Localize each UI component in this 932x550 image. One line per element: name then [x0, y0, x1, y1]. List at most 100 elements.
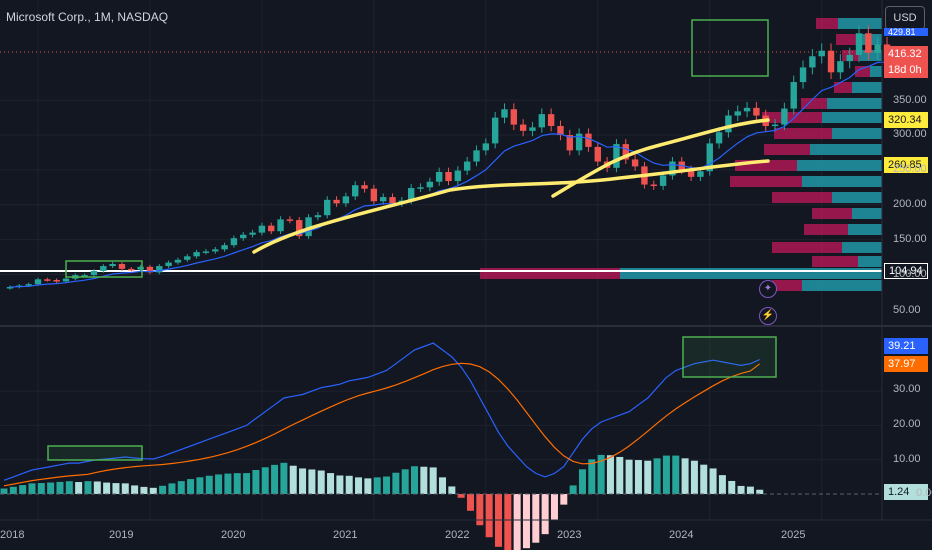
time-tick: 2018	[0, 529, 25, 541]
candle	[6, 286, 14, 289]
histogram-bar	[131, 485, 139, 494]
volume-profile	[480, 18, 882, 291]
time-tick: 2022	[445, 529, 470, 541]
candle	[631, 159, 639, 167]
histogram-bar	[476, 494, 484, 526]
histogram-bar	[327, 473, 335, 494]
histogram-bar	[149, 487, 157, 494]
histogram-bar	[336, 475, 344, 494]
volume-profile-bar	[480, 268, 620, 279]
histogram-bar	[439, 477, 447, 494]
volume-profile-bar	[620, 268, 882, 279]
candle	[146, 266, 154, 273]
histogram-bar	[233, 473, 241, 494]
candles	[6, 25, 900, 290]
candle	[622, 144, 629, 160]
candle	[268, 225, 275, 232]
volume-profile-bar	[797, 160, 882, 171]
histogram-bar	[215, 474, 223, 494]
candle	[249, 232, 256, 235]
volume-profile-bar	[848, 224, 882, 235]
volume-profile-bar	[764, 144, 810, 155]
candle	[613, 144, 620, 168]
grid	[0, 0, 882, 520]
hand-drawn-ma-lower	[252, 159, 770, 254]
candle	[454, 170, 462, 182]
volume-profile-bar	[772, 242, 842, 253]
candle	[165, 262, 172, 267]
candle	[790, 82, 797, 109]
macd-tick: 10.00	[893, 453, 921, 465]
lightning-icon[interactable]: ⚡	[759, 307, 777, 325]
volume-profile-bar	[855, 66, 870, 77]
histogram-bar	[504, 494, 512, 550]
volume-profile-bar	[802, 176, 882, 187]
candle	[44, 279, 51, 281]
candle	[417, 187, 424, 189]
candle	[426, 181, 434, 188]
volume-profile-bar	[827, 98, 882, 109]
candle	[809, 56, 816, 68]
histogram-bar	[0, 488, 8, 494]
histogram-bar	[625, 459, 633, 494]
candle	[53, 280, 60, 282]
candle	[352, 185, 359, 197]
annotation-box-macd-2024	[682, 336, 777, 378]
histogram-bar	[345, 475, 353, 494]
candle	[324, 199, 331, 216]
histogram-bar	[19, 485, 27, 494]
candle	[501, 109, 508, 118]
annotation-box-2018	[65, 260, 143, 278]
candle	[669, 161, 676, 176]
volume-profile-bar	[852, 208, 882, 219]
ma-badge-lower: 260.85	[884, 157, 928, 173]
time-tick: 2024	[669, 529, 694, 541]
histogram-bar	[532, 494, 540, 543]
candle	[659, 175, 667, 186]
candle	[491, 117, 499, 144]
histogram-bar	[662, 455, 670, 494]
histogram-bar	[513, 494, 521, 550]
histogram-bar	[401, 469, 409, 494]
volume-profile-bar	[801, 98, 827, 109]
sparkle-icon[interactable]: ✦	[759, 280, 777, 298]
histogram-bar	[429, 467, 437, 494]
histogram-bar	[467, 494, 474, 511]
price-tick: 350.00	[893, 94, 927, 106]
histogram-bar	[93, 481, 101, 494]
ema-line-blue	[9, 59, 897, 288]
volume-profile-bar	[802, 280, 882, 291]
level-badge: 104.94	[884, 263, 928, 279]
candle	[109, 263, 116, 267]
candle	[519, 124, 527, 131]
volume-profile-bar	[870, 66, 882, 77]
histogram-bar	[84, 481, 92, 494]
histogram-bar	[588, 459, 596, 494]
candle	[370, 188, 378, 202]
candle	[706, 143, 713, 172]
histogram-bar	[746, 486, 754, 494]
candle	[865, 33, 872, 53]
histogram-bar	[672, 455, 680, 494]
histogram-bar	[550, 494, 558, 521]
candle	[697, 171, 704, 177]
candle	[277, 219, 284, 232]
histogram-bar	[578, 469, 586, 494]
volume-profile-bar	[810, 144, 882, 155]
candle	[725, 115, 732, 133]
macd-tick: 0.00	[916, 487, 932, 499]
candle	[827, 50, 835, 73]
time-tick: 2020	[221, 529, 246, 541]
chart-title: Microsoft Corp., 1M, NASDAQ	[6, 10, 169, 24]
candle	[715, 132, 723, 144]
currency-button[interactable]: USD	[885, 6, 925, 30]
candle	[687, 169, 695, 177]
volume-profile-bar	[812, 256, 858, 267]
histogram-bar	[606, 455, 614, 494]
volume-profile-bar	[832, 192, 882, 203]
histogram-bar	[448, 486, 456, 494]
histogram-bar	[159, 485, 167, 494]
histogram-bar	[317, 470, 325, 494]
macd-badge: 39.21	[884, 338, 928, 354]
